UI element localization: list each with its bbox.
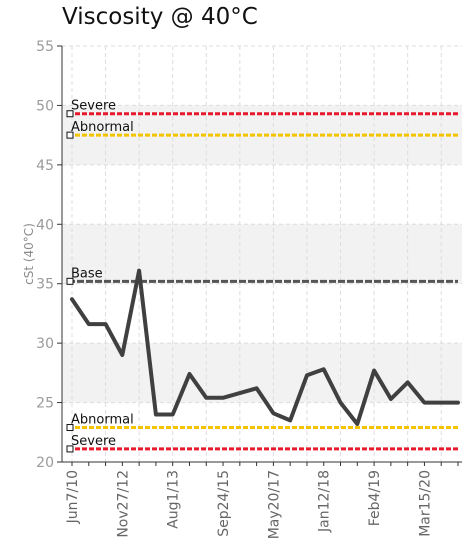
y-axis-label: cSt (40°C) [22, 223, 36, 285]
series-line [70, 268, 460, 426]
y-tick-label: 50 [36, 98, 54, 114]
reference-label: Severe [71, 99, 116, 114]
data-point [255, 386, 259, 390]
data-point [422, 401, 426, 405]
x-tick-label: Nov27/12 [115, 470, 131, 538]
data-point [137, 269, 141, 273]
y-tick-label: 45 [36, 158, 54, 174]
x-tick-label: Jun7/10 [65, 470, 81, 524]
data-point [339, 401, 343, 405]
reference-marker [66, 445, 74, 453]
data-point [355, 422, 359, 426]
data-point [238, 391, 242, 395]
reference-label: Base [71, 266, 103, 281]
reference-label: Abnormal [71, 413, 134, 428]
data-point [322, 367, 326, 371]
x-tick-label: Aug1/13 [166, 470, 182, 529]
data-point [154, 412, 158, 416]
x-tick-label: Sep24/15 [216, 470, 232, 537]
data-point [104, 322, 108, 326]
reference-marker [66, 424, 74, 432]
x-tick-label: Mar15/20 [417, 470, 433, 537]
background-band [62, 224, 462, 284]
data-point [372, 368, 376, 372]
data-point [439, 401, 443, 405]
data-point [389, 397, 393, 401]
data-point [271, 411, 275, 415]
background-bands [62, 105, 462, 403]
x-tick-label: Jan12/18 [317, 470, 333, 533]
reference-lines: Severe Abnormal Base Abnormal Severe [66, 99, 458, 453]
data-series [70, 268, 460, 426]
axes [57, 45, 462, 466]
chart-title: Viscosity @ 40°C [62, 4, 258, 30]
y-tick-label: 35 [36, 277, 54, 293]
grid-lines [62, 45, 462, 463]
reference-label: Severe [71, 434, 116, 449]
y-tick-label: 30 [36, 336, 54, 352]
data-point [288, 418, 292, 422]
data-point [171, 412, 175, 416]
data-point [456, 401, 460, 405]
y-tick-label: 40 [36, 217, 54, 233]
reference-label: Abnormal [71, 120, 134, 135]
data-point [120, 353, 124, 357]
data-point [87, 322, 91, 326]
data-point [204, 396, 208, 400]
x-tick-label: Feb4/19 [367, 470, 383, 526]
reference-marker [66, 110, 74, 118]
data-point [187, 372, 191, 376]
tick-labels: 20 25 30 35 40 45 50 55 Jun7/10 Nov27/12 Aug1/13 Se… [22, 39, 433, 539]
data-point [70, 297, 74, 301]
x-tick-label: May20/17 [266, 470, 282, 539]
reference-marker [66, 277, 74, 285]
y-tick-label: 25 [36, 396, 54, 412]
y-tick-label: 20 [36, 455, 54, 471]
data-point [305, 373, 309, 377]
data-point [406, 380, 410, 384]
reference-marker [66, 131, 74, 139]
y-tick-label: 55 [36, 39, 54, 55]
data-point [221, 396, 225, 400]
